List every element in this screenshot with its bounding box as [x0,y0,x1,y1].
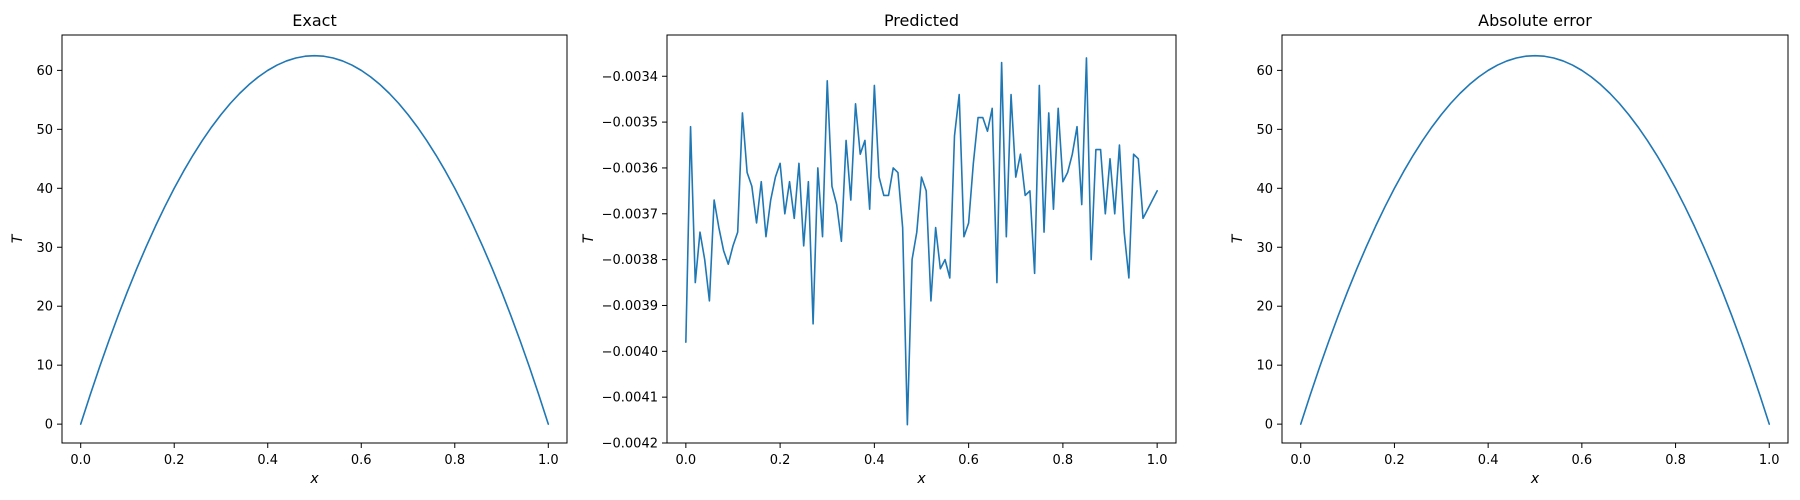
chart-title-exact: Exact [292,11,336,30]
y-tick-label: −0.0036 [602,161,658,176]
y-tick-label: −0.0041 [602,391,658,406]
y-tick-label: 60 [1256,64,1273,79]
y-tick-label: 20 [1256,300,1273,315]
x-tick-label: 0.6 [958,453,979,468]
series-line-predicted-0 [685,57,1158,426]
y-tick-label: −0.0039 [602,299,658,314]
y-tick-label: −0.0034 [602,70,658,85]
y-tick-label: −0.0042 [602,437,658,452]
y-tick-label: 0 [1265,418,1273,433]
plot-frame-exact [61,34,568,444]
y-tick-label: 0 [45,418,53,433]
y-tick-label: 30 [1256,241,1273,256]
y-tick-label: 20 [36,300,53,315]
x-tick-label: 0.8 [1665,453,1686,468]
plot-frame-absolute-error [1281,34,1789,444]
x-axis-label-exact: x [309,471,319,487]
x-tick-label: 1.0 [1147,453,1168,468]
x-tick-label: 0.2 [770,453,791,468]
chart-title-absolute-error: Absolute error [1478,11,1592,30]
subplot-absolute-error: Absolute error 0.0 0.2 0.4 0.6 0.8 1.0 0 10 20 30 4… [1230,11,1789,487]
x-tick-label: 0.6 [351,453,372,468]
y-tick-label: 40 [36,182,53,197]
y-tick-label: −0.0038 [602,253,658,268]
y-tick-label: −0.0040 [602,345,658,360]
y-tick-label: 50 [1256,123,1273,138]
series-line-absolute-error-0 [1299,54,1771,425]
plot-frame-predicted [666,34,1177,444]
x-tick-label: 0.2 [164,453,185,468]
y-tick-label: 60 [36,64,53,79]
x-tick-label: 0.6 [1572,453,1593,468]
y-axis-label-predicted: T [581,233,597,243]
subplot-predicted: Predicted 0.0 0.2 0.4 0.6 0.8 1.0 −0.0042 −0.004… [581,11,1177,487]
y-tick-label: 10 [1256,359,1273,374]
x-tick-label: 1.0 [1759,453,1780,468]
x-tick-label: 0.8 [1053,453,1074,468]
series-line-exact-0 [79,54,550,425]
y-tick-label: −0.0037 [602,207,658,222]
x-tick-label: 0.0 [1290,453,1311,468]
subplot-exact: Exact 0.0 0.2 0.4 0.6 0.8 1.0 0 10 20 30 40 50 60 x T [10,11,568,487]
y-tick-label: 50 [36,123,53,138]
y-axis-label-absolute-error: T [1230,233,1246,243]
x-tick-label: 1.0 [538,453,559,468]
x-tick-label: 0.4 [1478,453,1499,468]
y-tick-label: 30 [36,241,53,256]
x-tick-label: 0.4 [864,453,885,468]
chart-title-predicted: Predicted [884,11,959,30]
x-tick-label: 0.4 [257,453,278,468]
x-tick-label: 0.8 [444,453,465,468]
y-tick-label: 10 [36,359,53,374]
y-tick-label: 40 [1256,182,1273,197]
x-tick-label: 0.0 [676,453,697,468]
x-tick-label: 0.2 [1384,453,1405,468]
x-tick-label: 0.0 [70,453,91,468]
x-axis-label-absolute-error: x [1530,471,1540,487]
y-axis-label-exact: T [10,233,26,243]
x-axis-label-predicted: x [916,471,926,487]
y-tick-label: −0.0035 [602,116,658,131]
